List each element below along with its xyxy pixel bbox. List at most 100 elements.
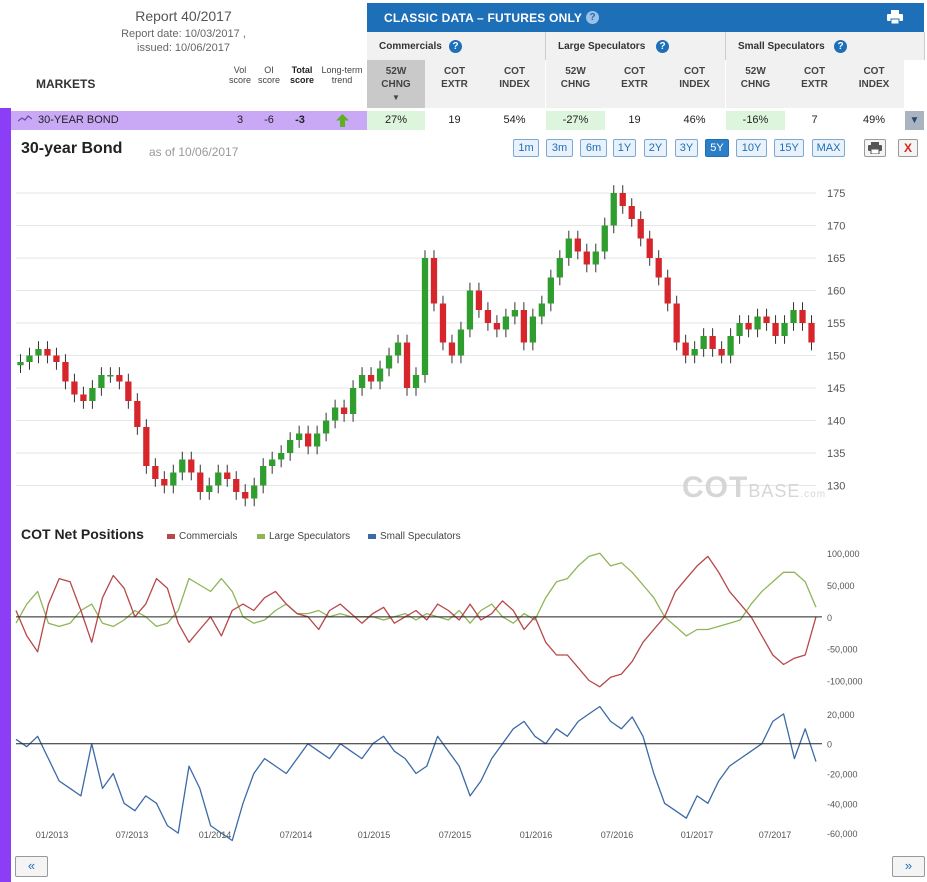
range-5y-button[interactable]: 5Y	[705, 139, 729, 157]
oi-score-header[interactable]: OI score	[256, 65, 282, 85]
candle-up	[700, 336, 707, 349]
candle-up	[601, 225, 608, 252]
candle-up	[412, 375, 420, 388]
range-1y-button[interactable]: 1Y	[613, 139, 636, 157]
candle-up	[260, 466, 267, 486]
print-chart-button[interactable]	[864, 139, 886, 157]
price-tick-label: 170	[827, 221, 845, 233]
range-3m-button[interactable]: 3m	[546, 139, 573, 157]
large-cot-index-header[interactable]: COT INDEX	[664, 60, 725, 108]
candle-up	[790, 310, 797, 323]
comm-cot-extr-header[interactable]: COT EXTR	[425, 60, 484, 108]
subheader-line1: COT	[863, 66, 885, 77]
candle-up	[287, 440, 294, 453]
subheader-line2: CHNG	[381, 79, 411, 90]
chart-title: 30-year Bond	[21, 140, 123, 157]
trend-header[interactable]: Long-term trend	[320, 65, 364, 85]
subheader-line2: EXTR	[801, 79, 828, 90]
comm-52w-chng-value: 27%	[367, 111, 425, 130]
range-3y-button[interactable]: 3Y	[675, 139, 698, 157]
cot-tick-label: -60,000	[827, 829, 858, 839]
small_speculators-line	[15, 705, 817, 842]
vol-score-header[interactable]: Vol score	[228, 65, 252, 85]
range-1m-button[interactable]: 1m	[513, 139, 539, 157]
market-row[interactable]	[11, 111, 367, 130]
range-10y-button[interactable]: 10Y	[736, 139, 767, 157]
candle-down	[709, 336, 716, 349]
close-chart-button[interactable]: X	[898, 139, 918, 157]
legend-large-speculators-label: Large Speculators	[269, 531, 351, 542]
commercials-help-icon[interactable]: ?	[449, 40, 462, 53]
sort-arrow-icon: ▼	[392, 93, 400, 102]
range-max-button[interactable]: MAX	[812, 139, 845, 157]
candle-up	[547, 277, 554, 304]
candle-down	[448, 342, 456, 356]
mini-chart-icon	[18, 115, 32, 122]
candle-down	[242, 492, 249, 499]
oi-header-line2: score	[257, 75, 280, 85]
candle-down	[664, 277, 671, 304]
vol-header-line1: Vol	[233, 65, 247, 75]
range-15y-button[interactable]: 15Y	[774, 139, 804, 157]
candle-up	[107, 375, 114, 377]
candle-down	[574, 238, 581, 252]
candle-down	[646, 238, 653, 258]
candle-up	[98, 375, 105, 388]
candle-up	[179, 459, 186, 473]
range-2y-button[interactable]: 2Y	[644, 139, 667, 157]
candle-up	[754, 316, 761, 330]
x-tick-label: 01/2017	[681, 830, 714, 840]
total-header-line1: Total	[291, 65, 313, 75]
candle-down	[71, 381, 78, 395]
candle-up	[215, 472, 222, 486]
candle-down	[233, 479, 240, 492]
candle-up	[727, 336, 734, 356]
candle-up	[691, 349, 698, 356]
candle-up	[296, 433, 303, 440]
large-cot-extr-header[interactable]: COT EXTR	[605, 60, 664, 108]
small-speculators-chart: 20,000 0 -20,000 -40,000 -60,000 01/2013 07/20…	[15, 705, 858, 842]
comm-52w-chng-header[interactable]: 52W CHNG ▼	[367, 60, 425, 108]
large-speculators-help-icon[interactable]: ?	[656, 40, 669, 53]
subheader-line2: CHNG	[560, 79, 591, 90]
print-icon[interactable]	[887, 10, 903, 24]
subheader-line2: INDEX	[499, 79, 530, 90]
comm-cot-index-header[interactable]: COT INDEX	[484, 60, 545, 108]
subheader-line1: 52W	[745, 66, 766, 77]
chart-as-of: as of 10/06/2017	[149, 145, 239, 159]
vol-header-line2: score	[228, 75, 251, 85]
oi-header-line1: OI	[264, 65, 274, 75]
scroll-left-button[interactable]: «	[15, 856, 48, 877]
expand-row-button[interactable]: ▼	[905, 111, 924, 130]
x-tick-label: 01/2015	[358, 830, 391, 840]
small-speculators-help-icon[interactable]: ?	[834, 40, 847, 53]
x-tick-label: 07/2014	[280, 830, 313, 840]
commercials-group: Commercials ?	[367, 32, 546, 60]
legend-large-speculators[interactable]: Large Speculators	[257, 531, 350, 542]
small-52w-chng-header[interactable]: 52W CHNG	[726, 60, 785, 108]
legend-commercials[interactable]: Commercials	[167, 531, 237, 542]
trend-header-line1: Long-term	[321, 65, 363, 75]
candle-up	[322, 420, 330, 434]
candle-down	[493, 323, 501, 330]
classic-help-icon[interactable]: ?	[586, 11, 599, 24]
large-52w-chng-header[interactable]: 52W CHNG	[546, 60, 605, 108]
candle-down	[161, 479, 168, 486]
candle-up	[376, 368, 384, 382]
subheader-line1: COT	[803, 66, 826, 77]
candle-up	[206, 485, 213, 492]
scroll-right-button[interactable]: »	[892, 856, 925, 877]
printer-icon	[868, 142, 882, 154]
small-cot-extr-header[interactable]: COT EXTR	[785, 60, 844, 108]
total-score-header[interactable]: Total score	[286, 65, 318, 85]
market-name[interactable]: 30-YEAR BOND	[38, 114, 119, 126]
small-cot-index-header[interactable]: COT INDEX	[844, 60, 904, 108]
range-6m-button[interactable]: 6m	[580, 139, 607, 157]
commercials-group-label: Commercials	[379, 41, 442, 52]
candle-down	[763, 316, 770, 323]
large-speculators-group: Large Speculators ?	[546, 32, 726, 60]
legend-small-speculators[interactable]: Small Speculators	[368, 531, 461, 542]
candle-up	[592, 251, 599, 265]
candle-up	[313, 433, 321, 447]
candle-down	[583, 251, 590, 265]
